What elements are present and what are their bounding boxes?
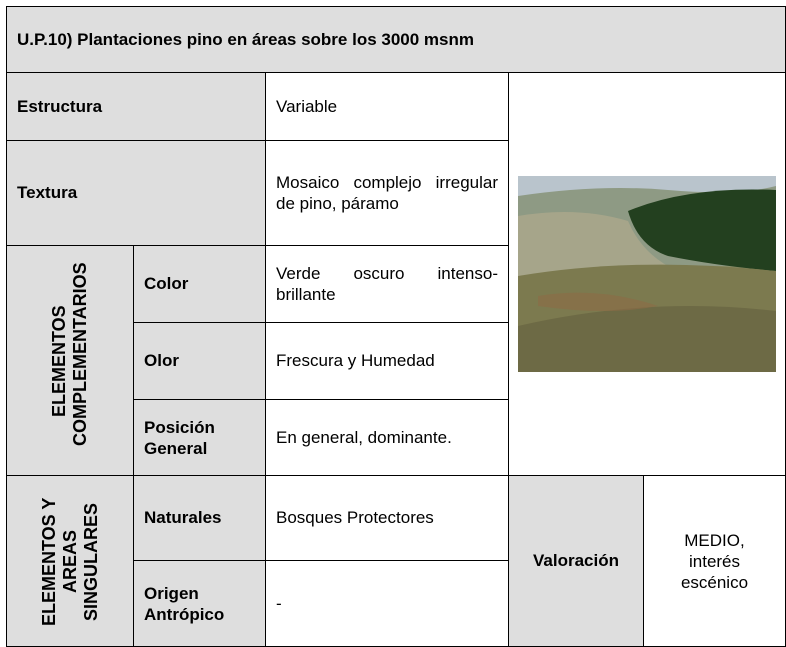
item-value: En general, dominante. <box>276 428 452 447</box>
group-label: ELEMENTOS COMPLEMENTARIOS <box>49 261 90 446</box>
row-value: Variable <box>265 72 509 141</box>
valoracion-value: MEDIO, interés escénico <box>643 475 786 647</box>
item-label: Naturales <box>133 475 266 561</box>
item-label: Olor <box>133 322 266 400</box>
item-value: Verde oscuro intenso-brillante <box>276 264 498 304</box>
row-value: Mosaico complejo irregular de pino, pára… <box>276 173 498 213</box>
row-label: Textura <box>6 140 266 246</box>
photo <box>518 176 776 372</box>
item-value: Bosques Protectores <box>265 475 509 561</box>
title: U.P.10) Plantaciones pino en áreas sobre… <box>6 6 786 73</box>
item-value: - <box>265 560 509 647</box>
row-label: Estructura <box>6 72 266 141</box>
group-label: ELEMENTOS Y AREAS SINGULARES <box>38 496 101 626</box>
photo-cell <box>508 72 786 476</box>
item-label: Posición General <box>133 399 266 476</box>
item-value: Frescura y Humedad <box>265 322 509 400</box>
item-label: Origen Antrópico <box>133 560 266 647</box>
valoracion-label: Valoración <box>508 475 644 647</box>
item-label: Color <box>133 245 266 323</box>
